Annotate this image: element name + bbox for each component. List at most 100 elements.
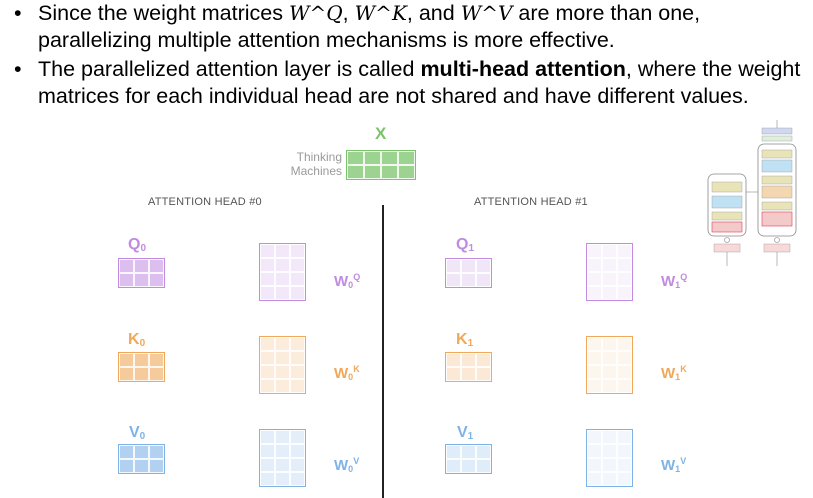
matrix-cell <box>260 379 275 393</box>
matrix-cell <box>617 286 632 300</box>
matrix-cell <box>446 353 461 367</box>
label-base: W <box>661 365 676 382</box>
matrix-cell <box>476 259 491 273</box>
matrix-cell <box>275 337 290 351</box>
matrix-cell <box>290 337 305 351</box>
label-sub: 0 <box>139 338 146 349</box>
label-sup: V <box>680 456 687 466</box>
embedding-box <box>713 243 741 253</box>
matrix-cell <box>290 258 305 272</box>
masked-attention-box <box>761 211 793 227</box>
matrix-cell <box>134 367 149 381</box>
label-base: W <box>661 273 676 290</box>
matrix-cell <box>602 379 617 393</box>
matrix-cell <box>617 458 632 472</box>
feed-forward-box <box>761 159 793 173</box>
add-norm-box <box>711 211 743 221</box>
label-base: Q <box>128 236 141 253</box>
matrix-cell <box>260 258 275 272</box>
term-multi-head-attention: multi-head attention <box>420 57 626 81</box>
head-title-0: ATTENTION HEAD #0 <box>148 196 262 208</box>
text-span: are more than one, parallelizing multipl… <box>38 1 701 52</box>
matrix-cell <box>446 459 461 473</box>
matrix-cell <box>290 286 305 300</box>
matrix-cell <box>290 365 305 379</box>
matrix-cell <box>260 430 275 444</box>
matrix-cell <box>476 273 491 287</box>
label-sub: 1 <box>675 280 681 290</box>
matrix-cell <box>134 273 149 287</box>
bullet-item-multihead: • The parallelized attention layer is ca… <box>8 56 808 110</box>
matrix-cell <box>275 430 290 444</box>
matrix-cell <box>275 379 290 393</box>
encoder-block <box>707 173 747 237</box>
matrix-cell <box>602 272 617 286</box>
v0-label: V0 <box>129 424 145 442</box>
matrix-cell <box>587 337 602 351</box>
matrix-cell <box>602 472 617 486</box>
matrix-cell <box>260 351 275 365</box>
text-span: , where the weight matrices for each ind… <box>38 57 801 108</box>
matrix-cell <box>275 351 290 365</box>
wq1-label: W1Q <box>661 272 687 290</box>
label-base: W <box>334 365 349 382</box>
matrix-cell <box>290 272 305 286</box>
matrix-cell <box>381 151 398 165</box>
matrix-cell <box>602 458 617 472</box>
matrix-cell <box>275 365 290 379</box>
matrix-cell <box>275 444 290 458</box>
attention-box <box>761 185 793 199</box>
matrix-cell <box>134 353 149 367</box>
label-base: K <box>128 331 140 348</box>
linear-box <box>761 127 793 135</box>
matrix-cell <box>587 258 602 272</box>
label-sub: 0 <box>348 372 354 382</box>
label-base: V <box>457 424 468 441</box>
positional-encoding-icon <box>724 237 730 243</box>
text-span: Since the weight matrices <box>38 1 289 25</box>
math-wv: W^V <box>460 1 513 25</box>
matrix-cell <box>617 351 632 365</box>
matrix-cell <box>149 353 164 367</box>
label-sup: Q <box>353 272 361 282</box>
positional-encoding-icon <box>774 237 780 243</box>
wq0-matrix <box>259 243 306 301</box>
decoder-block <box>757 143 797 237</box>
wq0-label: W0Q <box>334 272 360 290</box>
q1-matrix <box>445 258 492 288</box>
matrix-cell <box>461 273 476 287</box>
label-sub: 1 <box>675 372 681 382</box>
label-sub: 0 <box>140 243 147 254</box>
matrix-cell <box>275 272 290 286</box>
label-sup: K <box>680 364 687 374</box>
matrix-cell <box>290 244 305 258</box>
matrix-cell <box>617 272 632 286</box>
matrix-cell <box>290 430 305 444</box>
k0-label: K0 <box>128 331 145 349</box>
label-base: W <box>334 273 349 290</box>
matrix-cell <box>398 151 415 165</box>
v1-label: V1 <box>457 424 473 442</box>
matrix-cell <box>119 367 134 381</box>
matrix-cell <box>275 458 290 472</box>
matrix-cell <box>461 353 476 367</box>
matrix-cell <box>587 244 602 258</box>
matrix-cell <box>617 472 632 486</box>
math-wk: W^K <box>354 1 407 25</box>
matrix-cell <box>602 365 617 379</box>
label-sub: 1 <box>675 464 681 474</box>
matrix-cell <box>149 367 164 381</box>
matrix-cell <box>347 151 364 165</box>
transformer-diagram-thumbnail <box>707 120 797 266</box>
matrix-cell <box>617 258 632 272</box>
matrix-cell <box>617 337 632 351</box>
head-title-1: ATTENTION HEAD #1 <box>474 196 588 208</box>
bullet-item-weights: • Since the weight matrices W^Q, W^K, an… <box>8 0 808 54</box>
softmax-box <box>761 135 793 142</box>
matrix-cell <box>476 445 491 459</box>
matrix-cell <box>364 151 381 165</box>
label-sub: 1 <box>467 431 474 442</box>
matrix-cell <box>587 472 602 486</box>
x-label: X <box>375 124 387 143</box>
matrix-cell <box>260 472 275 486</box>
